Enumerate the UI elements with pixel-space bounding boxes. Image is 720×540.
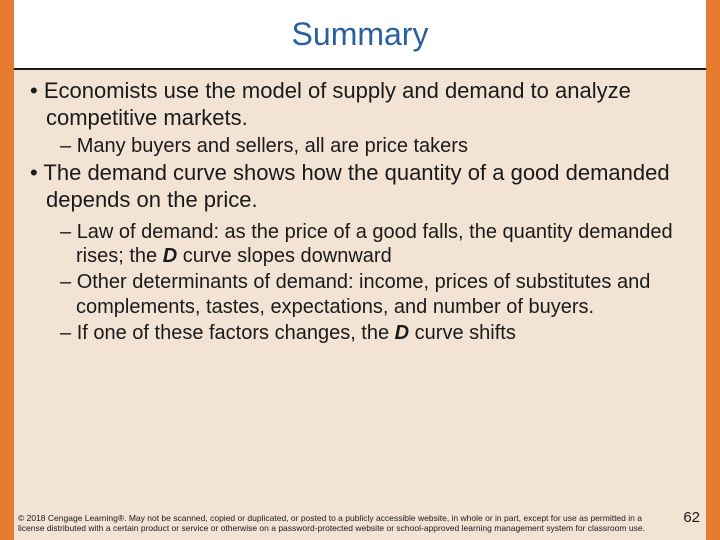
left-accent-bar (0, 0, 14, 540)
title-bar: Summary (14, 0, 706, 70)
bullet-sub-item: Many buyers and sellers, all are price t… (20, 134, 700, 158)
bullet-sub-item: Law of demand: as the price of a good fa… (20, 220, 700, 269)
slide-body: Economists use the model of supply and d… (20, 78, 700, 490)
bullet-item: The demand curve shows how the quantity … (20, 160, 700, 214)
page-number: 62 (683, 509, 700, 526)
slide-title: Summary (292, 16, 429, 53)
bullet-item: Economists use the model of supply and d… (20, 78, 700, 132)
copyright-footer: © 2018 Cengage Learning®. May not be sca… (18, 514, 670, 534)
right-accent-bar (706, 0, 720, 540)
bullet-sub-item: Other determinants of demand: income, pr… (20, 270, 700, 319)
bullet-sub-item: If one of these factors changes, the D c… (20, 321, 700, 345)
